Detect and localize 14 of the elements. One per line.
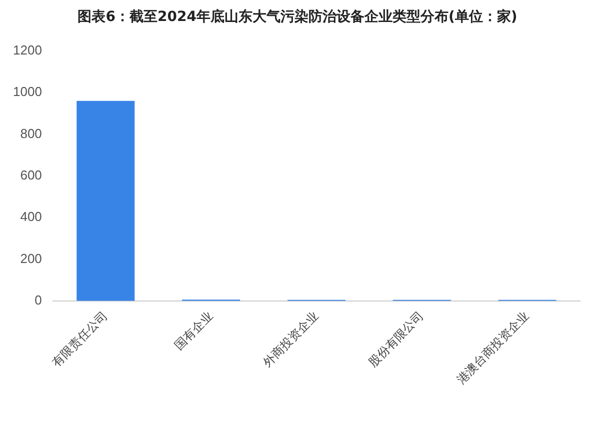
y-tick-label: 800 bbox=[20, 126, 42, 141]
y-tick-label: 600 bbox=[20, 167, 42, 182]
x-tick-label: 股份有限公司 bbox=[366, 308, 426, 370]
y-tick-label: 1000 bbox=[13, 84, 42, 100]
x-tick-label: 外商投资企业 bbox=[260, 308, 321, 370]
y-tick-label: 1200 bbox=[13, 42, 42, 58]
y-tick-label: 200 bbox=[20, 250, 42, 266]
x-tick-label: 国有企业 bbox=[172, 308, 216, 352]
y-tick-label: 0 bbox=[34, 292, 42, 308]
bar bbox=[76, 100, 135, 301]
x-tick-label: 港澳台商投资企业 bbox=[454, 308, 532, 386]
chart-title: 图表6：截至2024年底山东大气污染防治设备企业类型分布(单位：家) bbox=[76, 8, 518, 26]
x-tick-label: 有限责任公司 bbox=[49, 308, 110, 370]
y-tick-label: 400 bbox=[20, 209, 42, 224]
